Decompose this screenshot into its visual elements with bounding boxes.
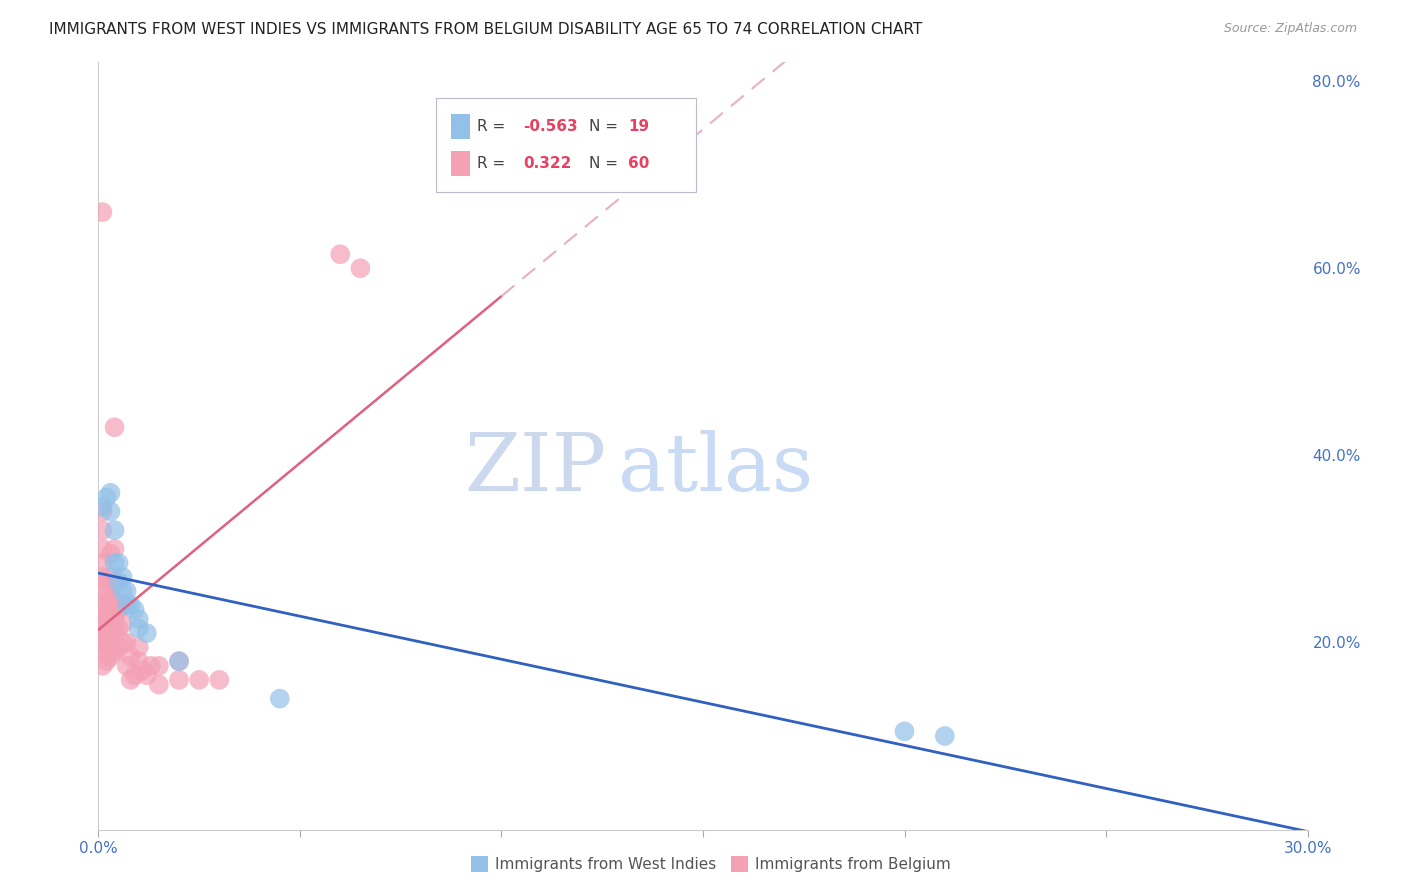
Text: N =: N =: [589, 156, 623, 171]
Point: [111, 635, 134, 649]
Point: [128, 622, 150, 636]
Point: [167, 654, 190, 668]
Point: [96, 612, 118, 626]
Point: [115, 584, 138, 599]
Point: [103, 645, 125, 659]
Point: [91, 645, 114, 659]
Point: [91, 584, 114, 599]
Point: [103, 556, 125, 570]
Point: [91, 635, 114, 649]
Text: R =: R =: [477, 119, 510, 134]
Point: [91, 607, 114, 622]
Point: [107, 574, 129, 589]
Point: [100, 504, 122, 518]
Point: [111, 570, 134, 584]
Point: [148, 658, 170, 673]
Point: [120, 649, 142, 664]
Point: [120, 673, 142, 687]
Point: [91, 523, 114, 537]
Point: [103, 626, 125, 640]
Point: [100, 649, 122, 664]
Text: Immigrants from Belgium: Immigrants from Belgium: [755, 857, 950, 871]
Point: [115, 658, 138, 673]
Point: [111, 616, 134, 631]
Point: [167, 673, 190, 687]
Point: [124, 668, 146, 682]
Point: [893, 724, 915, 739]
Point: [128, 654, 150, 668]
Point: [91, 556, 114, 570]
Point: [132, 664, 155, 678]
Point: [103, 420, 125, 434]
Text: N =: N =: [589, 119, 623, 134]
Point: [115, 635, 138, 649]
Point: [91, 622, 114, 636]
Point: [148, 677, 170, 691]
Point: [91, 658, 114, 673]
Point: [115, 598, 138, 612]
Text: 0.322: 0.322: [523, 156, 571, 171]
Point: [100, 570, 122, 584]
Point: [107, 556, 129, 570]
Point: [111, 598, 134, 612]
Point: [100, 612, 122, 626]
Point: [91, 500, 114, 514]
Point: [208, 673, 231, 687]
Point: [96, 631, 118, 645]
Point: [120, 598, 142, 612]
Point: [96, 622, 118, 636]
Point: [91, 616, 114, 631]
Point: [91, 570, 114, 584]
Point: [107, 640, 129, 654]
Point: [128, 640, 150, 654]
Text: 60: 60: [628, 156, 650, 171]
Point: [91, 598, 114, 612]
Point: [100, 593, 122, 607]
Point: [103, 523, 125, 537]
Point: [135, 668, 157, 682]
Point: [103, 612, 125, 626]
Text: -0.563: -0.563: [523, 119, 578, 134]
Point: [103, 593, 125, 607]
Point: [96, 589, 118, 603]
Point: [111, 584, 134, 599]
Point: [96, 491, 118, 505]
Point: [128, 612, 150, 626]
Point: [139, 658, 162, 673]
Text: ZIP: ZIP: [464, 430, 606, 508]
Point: [96, 640, 118, 654]
Point: [91, 205, 114, 219]
Point: [100, 547, 122, 561]
Point: [103, 574, 125, 589]
Point: [91, 504, 114, 518]
Point: [107, 603, 129, 617]
Point: [100, 635, 122, 649]
Point: [124, 603, 146, 617]
Point: [135, 626, 157, 640]
Point: [349, 261, 371, 276]
Point: [100, 626, 122, 640]
Text: atlas: atlas: [619, 430, 814, 508]
Point: [188, 673, 211, 687]
Point: [167, 654, 190, 668]
Point: [96, 574, 118, 589]
Text: IMMIGRANTS FROM WEST INDIES VS IMMIGRANTS FROM BELGIUM DISABILITY AGE 65 TO 74 C: IMMIGRANTS FROM WEST INDIES VS IMMIGRANT…: [49, 22, 922, 37]
Point: [934, 729, 956, 743]
Point: [103, 541, 125, 556]
Point: [91, 541, 114, 556]
Text: 19: 19: [628, 119, 650, 134]
Point: [107, 622, 129, 636]
Point: [269, 691, 291, 706]
Text: R =: R =: [477, 156, 515, 171]
Point: [96, 654, 118, 668]
Point: [100, 485, 122, 500]
Text: Source: ZipAtlas.com: Source: ZipAtlas.com: [1223, 22, 1357, 36]
Point: [329, 247, 352, 261]
Text: Immigrants from West Indies: Immigrants from West Indies: [495, 857, 716, 871]
Point: [96, 603, 118, 617]
Point: [91, 626, 114, 640]
